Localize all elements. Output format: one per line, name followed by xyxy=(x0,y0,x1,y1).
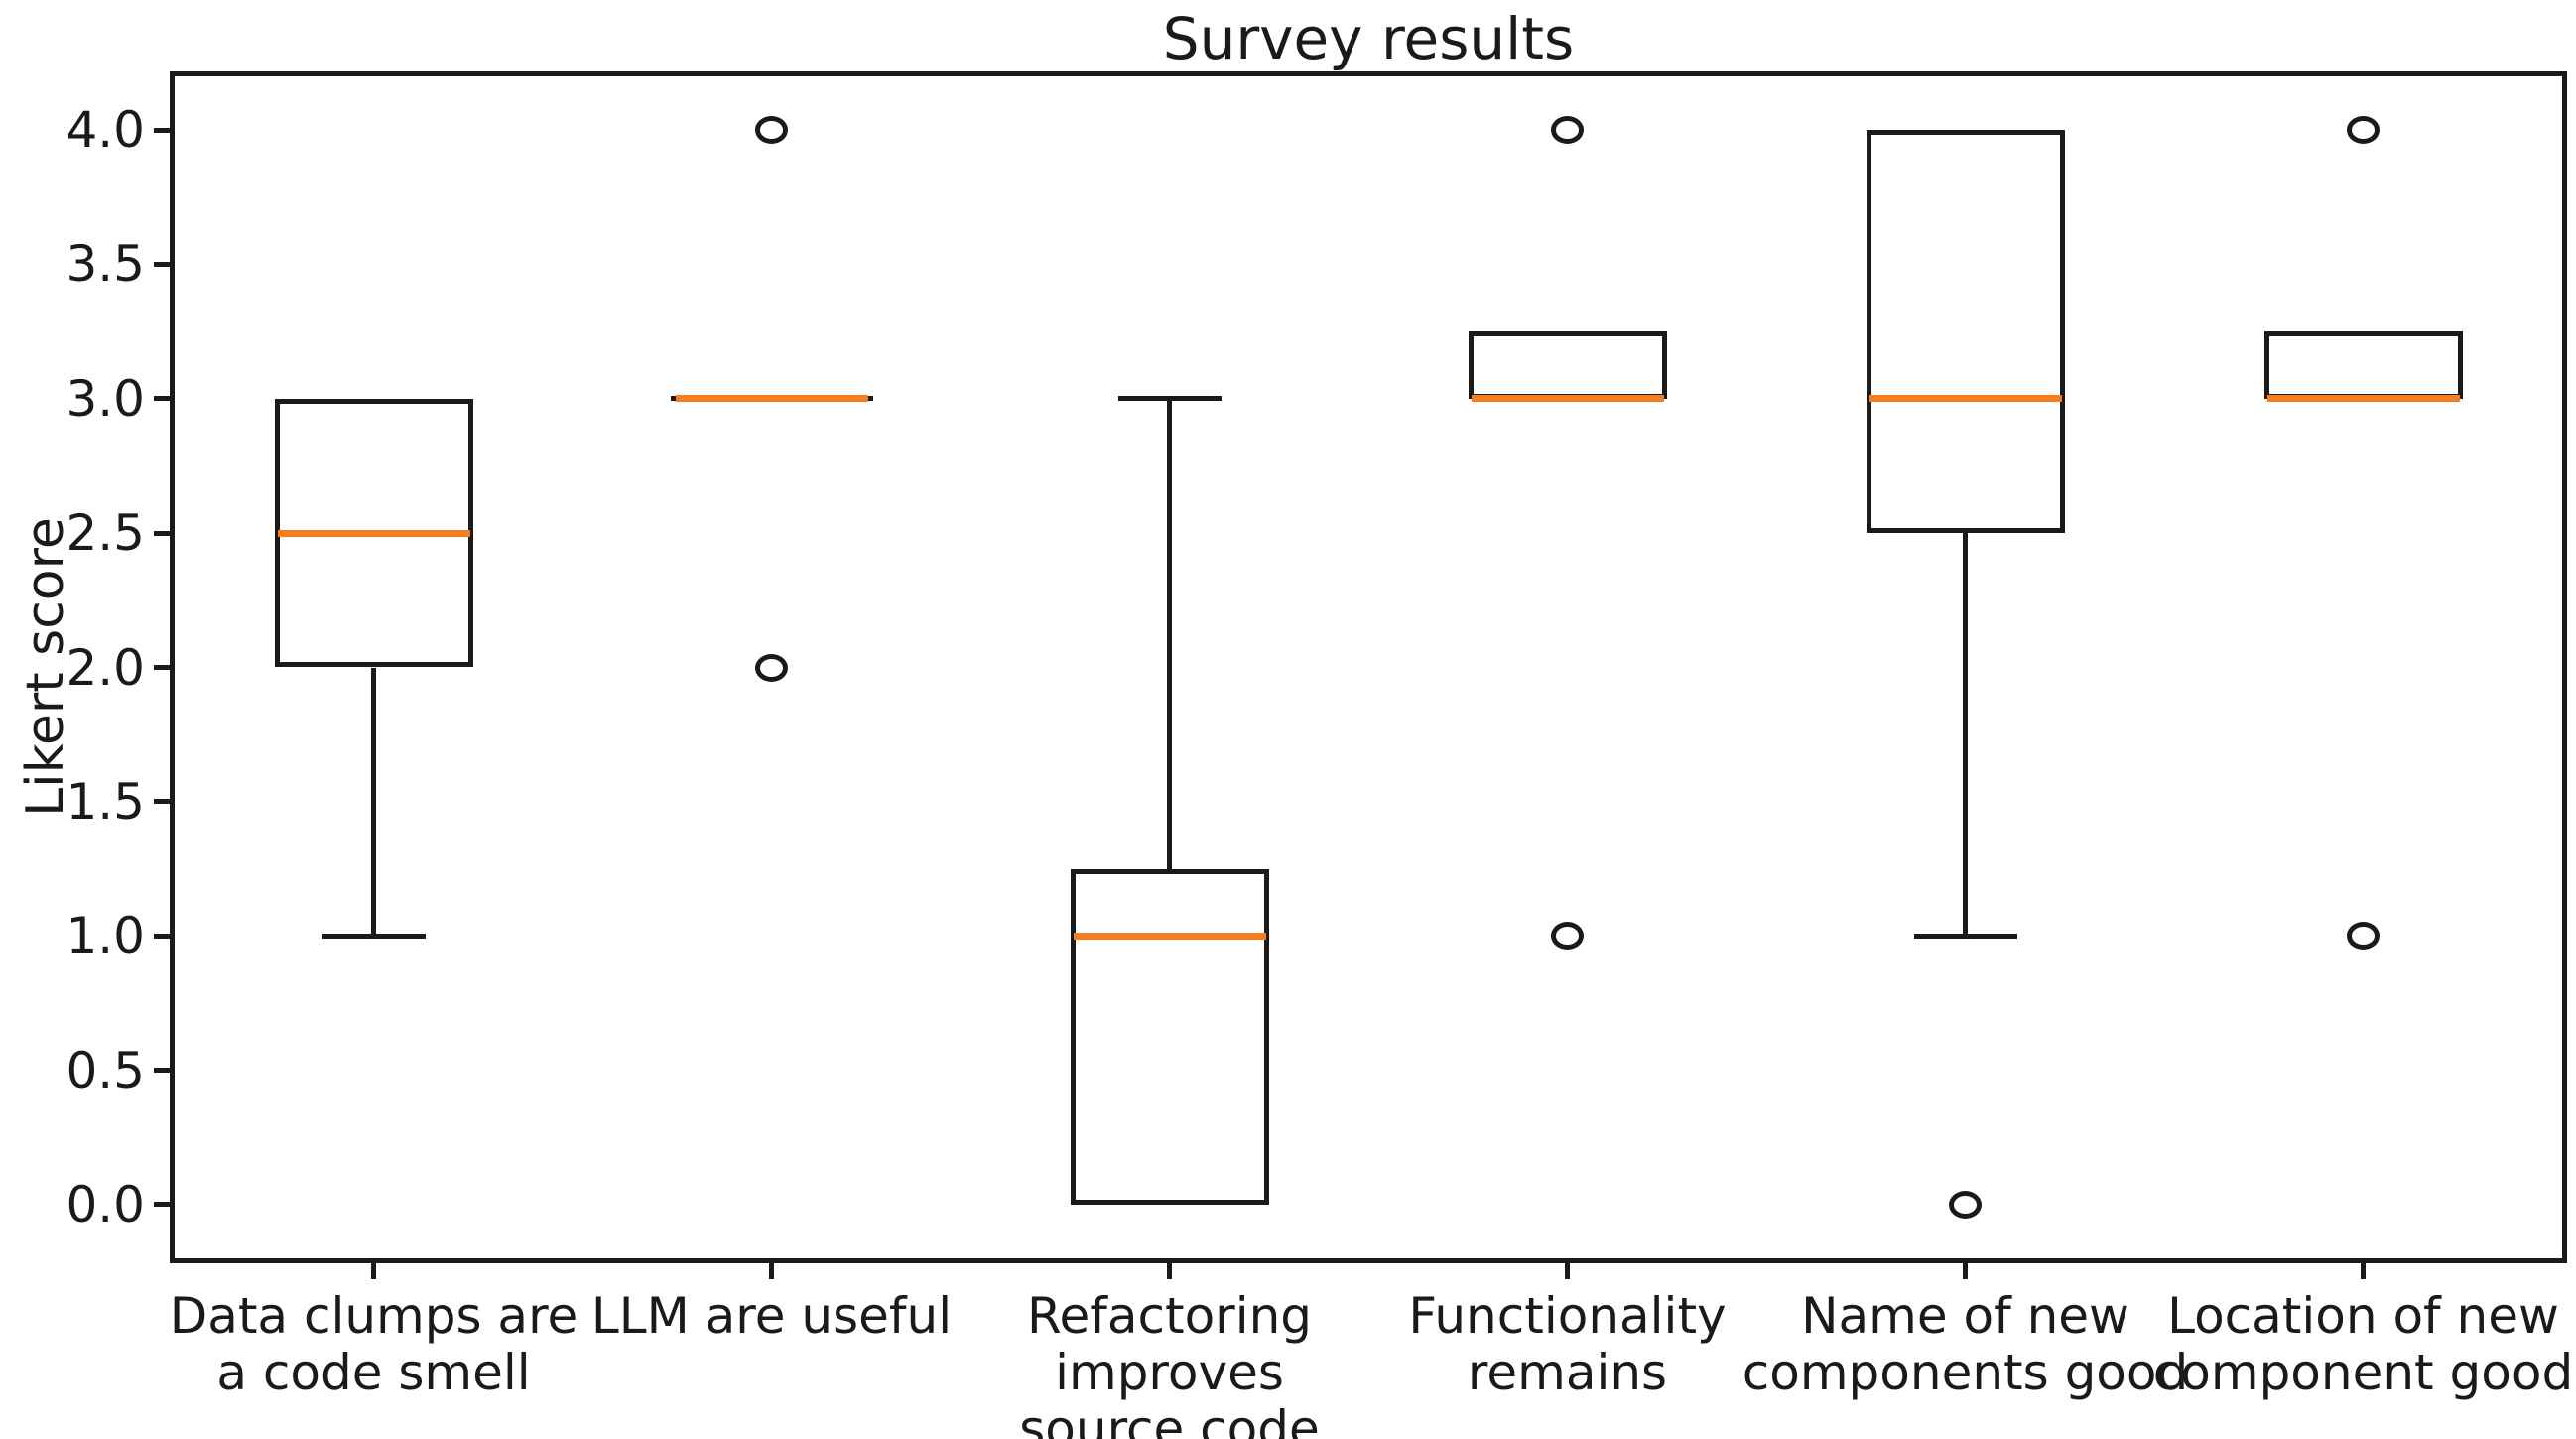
y-tick-mark xyxy=(154,396,175,402)
y-tick-label: 1.5 xyxy=(65,772,145,831)
outlier-marker xyxy=(1551,922,1584,951)
x-tick-mark xyxy=(1963,1258,1968,1279)
whisker-cap xyxy=(1117,396,1222,402)
y-tick-mark xyxy=(154,530,175,536)
y-tick-mark xyxy=(154,933,175,939)
whisker-line xyxy=(371,667,376,937)
y-tick-label: 4.0 xyxy=(65,101,145,160)
y-tick-mark xyxy=(154,799,175,805)
whisker-cap xyxy=(322,933,426,939)
box xyxy=(1866,130,2065,534)
y-tick-label: 2.0 xyxy=(65,638,145,697)
whisker-cap xyxy=(1913,933,2017,939)
y-tick-mark xyxy=(154,665,175,670)
median-line xyxy=(1073,932,1266,940)
outlier-marker xyxy=(1551,116,1584,145)
x-tick-mark xyxy=(769,1258,774,1279)
whisker-line xyxy=(1167,398,1172,869)
x-tick-label: LLM are useful xyxy=(590,1287,953,1345)
whisker-line xyxy=(1963,533,1968,937)
box xyxy=(1468,331,1667,399)
y-tick-label: 3.0 xyxy=(65,369,145,428)
x-tick-mark xyxy=(2361,1258,2366,1279)
median-line xyxy=(675,395,868,403)
x-tick-mark xyxy=(371,1258,376,1279)
outlier-marker xyxy=(755,116,788,145)
y-tick-label: 0.0 xyxy=(65,1175,145,1234)
x-tick-mark xyxy=(1167,1258,1172,1279)
x-tick-label: Data clumps are a code smell xyxy=(169,1287,579,1401)
y-tick-mark xyxy=(154,1202,175,1208)
x-tick-label: Functionality remains xyxy=(1408,1287,1727,1401)
y-tick-label: 0.5 xyxy=(65,1041,145,1100)
y-tick-mark xyxy=(154,1068,175,1074)
box xyxy=(2263,331,2463,399)
y-tick-mark xyxy=(154,261,175,267)
box xyxy=(1070,868,1269,1205)
outlier-marker xyxy=(1949,1190,1982,1219)
x-tick-label: Location of new component good xyxy=(2152,1287,2574,1401)
chart-title: Survey results xyxy=(1162,5,1575,72)
plot-area xyxy=(170,71,2567,1263)
plot-frame xyxy=(170,71,2567,1263)
x-tick-label: Refactoring improves source code xyxy=(1019,1287,1320,1439)
median-line xyxy=(1471,395,1664,403)
y-tick-label: 1.0 xyxy=(65,907,145,966)
y-tick-mark xyxy=(154,127,175,133)
median-line xyxy=(277,529,470,537)
median-line xyxy=(1868,395,2062,403)
outlier-marker xyxy=(755,653,788,682)
outlier-marker xyxy=(2347,116,2380,145)
median-line xyxy=(2266,395,2460,403)
outlier-marker xyxy=(2347,922,2380,951)
y-tick-label: 2.5 xyxy=(65,504,145,563)
x-tick-mark xyxy=(1565,1258,1570,1279)
y-tick-label: 3.5 xyxy=(65,235,145,294)
x-tick-label: Name of new components good xyxy=(1741,1287,2189,1401)
